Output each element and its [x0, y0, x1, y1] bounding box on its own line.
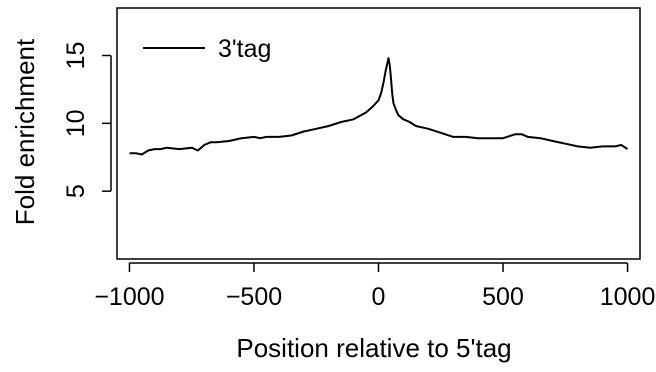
y-axis-title: Fold enrichment: [10, 38, 40, 225]
series-line-3tag: [129, 57, 629, 156]
x-tick-label: −1000: [94, 283, 164, 311]
series-layer: [129, 57, 629, 156]
y-tick-label: 5: [62, 184, 90, 198]
y-axis: 5 10 15: [62, 42, 112, 198]
legend-label-3tag: 3'tag: [218, 35, 271, 63]
x-tick-label: 500: [482, 283, 524, 311]
x-tick-label: 0: [372, 283, 386, 311]
x-tick-label: 1000: [600, 283, 656, 311]
y-tick-label: 15: [62, 42, 90, 70]
y-tick-label: 10: [62, 109, 90, 137]
legend: 3'tag: [143, 35, 271, 63]
x-tick-label: −500: [226, 283, 282, 311]
plot-frame: [116, 7, 641, 260]
x-axis-title: Position relative to 5'tag: [236, 333, 511, 363]
x-axis: −1000 −500 0 500 1000: [94, 262, 656, 311]
